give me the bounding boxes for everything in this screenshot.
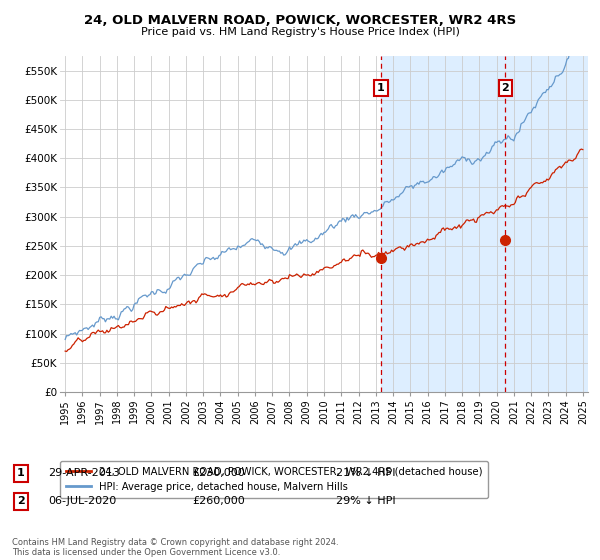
Text: Price paid vs. HM Land Registry's House Price Index (HPI): Price paid vs. HM Land Registry's House … xyxy=(140,27,460,37)
Text: 21% ↓ HPI: 21% ↓ HPI xyxy=(336,468,395,478)
Text: 1: 1 xyxy=(377,83,385,93)
Text: 24, OLD MALVERN ROAD, POWICK, WORCESTER, WR2 4RS: 24, OLD MALVERN ROAD, POWICK, WORCESTER,… xyxy=(84,14,516,27)
Text: 29% ↓ HPI: 29% ↓ HPI xyxy=(336,496,395,506)
Text: 29-APR-2013: 29-APR-2013 xyxy=(48,468,120,478)
Text: Contains HM Land Registry data © Crown copyright and database right 2024.
This d: Contains HM Land Registry data © Crown c… xyxy=(12,538,338,557)
Text: £230,000: £230,000 xyxy=(192,468,245,478)
Text: 2: 2 xyxy=(502,83,509,93)
Text: 06-JUL-2020: 06-JUL-2020 xyxy=(48,496,116,506)
Text: 2: 2 xyxy=(17,496,25,506)
Text: 1: 1 xyxy=(17,468,25,478)
Text: £260,000: £260,000 xyxy=(192,496,245,506)
Legend: 24, OLD MALVERN ROAD, POWICK, WORCESTER,  WR2 4RS (detached house), HPI: Average: 24, OLD MALVERN ROAD, POWICK, WORCESTER,… xyxy=(60,461,488,498)
Bar xyxy=(381,56,592,392)
